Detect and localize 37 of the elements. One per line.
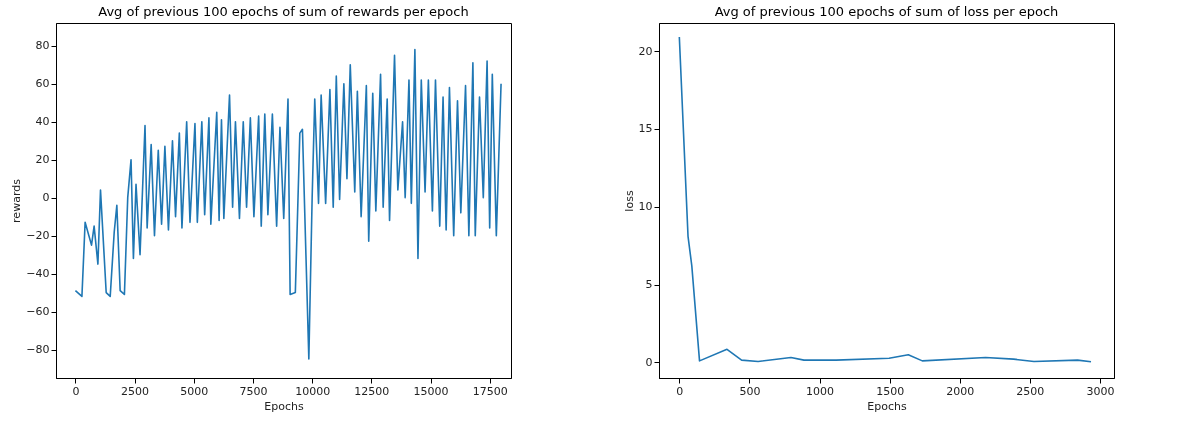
y-tick-label: 0 [42,191,50,205]
x-tick-label: 3000 [1086,384,1115,398]
x-tick-label: 10000 [295,384,331,398]
y-tick-label: 15 [638,122,653,136]
x-tick-label: 2000 [946,384,975,398]
x-tick-label: 2500 [1016,384,1045,398]
y-tick-label: −20 [26,229,50,243]
y-axis-title: loss [622,190,636,212]
x-axis-title: Epochs [867,399,907,413]
y-tick-label: 5 [645,278,653,292]
x-tick-label: 0 [72,384,80,398]
x-tick-label: 1500 [876,384,905,398]
x-tick-label: 5000 [180,384,209,398]
y-axis-title: rewards [10,178,24,223]
line-series [678,36,1092,363]
x-axis-title: Epochs [264,399,304,413]
y-tick-label: 0 [645,355,653,369]
y-tick-label: 10 [638,200,653,214]
x-tick-label: 7500 [239,384,268,398]
y-tick-label: 80 [35,39,50,53]
y-tick-label: 20 [35,153,50,167]
x-tick-label: 15000 [413,384,449,398]
x-tick-label: 0 [676,384,684,398]
y-tick-label: 60 [35,77,50,91]
chart-title: Avg of previous 100 epochs of sum of rewards per epoch [98,4,469,19]
y-tick-label: −40 [26,267,50,281]
x-tick-label: 2500 [121,384,150,398]
chart-title: Avg of previous 100 epochs of sum of loss per epoch [714,4,1059,19]
y-tick-label: −60 [26,305,50,319]
x-tick-label: 500 [739,384,761,398]
x-tick-label: 1000 [806,384,835,398]
y-tick-label: 20 [638,44,653,58]
x-tick-label: 17500 [472,384,508,398]
line-series [74,48,502,360]
x-tick-label: 12500 [354,384,390,398]
y-tick-label: 40 [35,115,50,129]
y-tick-label: −80 [26,343,50,357]
